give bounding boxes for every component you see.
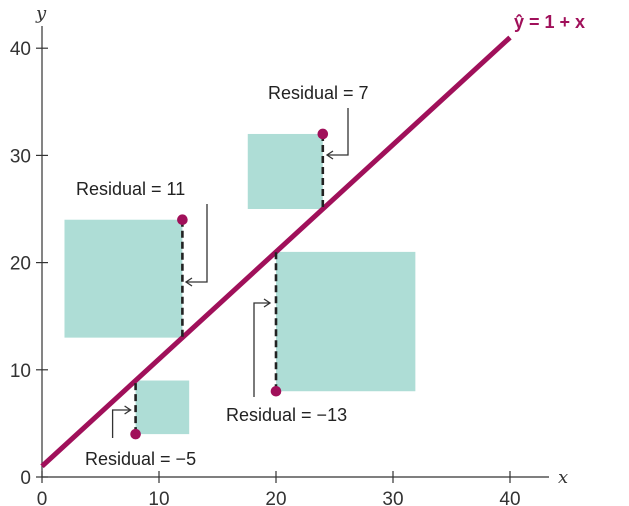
leader-arrowhead [263,298,272,308]
y-tick-label: 20 [10,254,31,275]
x-tick-label: 0 [37,489,48,506]
x-axis-label: x [558,467,568,488]
data-point [270,385,282,397]
x-tick-label: 10 [148,489,169,506]
residual-square [247,133,323,209]
data-point [177,214,188,226]
residual-square [64,219,183,338]
y-tick-label: 10 [10,361,31,382]
squared-residual-squares [64,133,416,435]
residual-square [135,380,190,435]
leader-line [111,409,131,438]
residual-label: Residual = 11 [76,179,185,199]
data-points [130,128,329,440]
leader-arrowhead [184,277,193,287]
regression-line [40,35,512,469]
regression-line-group: ŷ = 1 + x [40,12,585,469]
axis-ticks: 0 10 20 30 40 0 10 20 30 40 [10,39,521,506]
data-point [130,428,141,440]
leader-arrowhead [124,405,132,415]
leader-line [186,204,208,283]
y-axis-label: y [35,3,47,24]
y-tick-label: 0 [20,468,31,489]
regression-equation-label: ŷ = 1 + x [514,12,585,32]
x-tick-label: 30 [382,489,403,506]
residual-segments [134,133,325,435]
residual-label: Residual = −5 [85,449,196,469]
y-tick-label: 30 [10,146,31,167]
residual-label: Residual = −13 [226,405,347,425]
residual-square [276,251,416,392]
x-tick-label: 40 [499,489,520,506]
leader-line [327,108,349,156]
residual-labels: Residual = −5 Residual = 11 Residual = −13… [76,83,369,469]
axes: x y [35,3,568,488]
leader-arrowhead [325,150,334,160]
data-point [317,128,329,140]
x-tick-label: 20 [265,489,286,506]
y-tick-label: 40 [10,39,31,60]
residual-label: Residual = 7 [268,83,369,103]
leader-line [253,302,270,397]
